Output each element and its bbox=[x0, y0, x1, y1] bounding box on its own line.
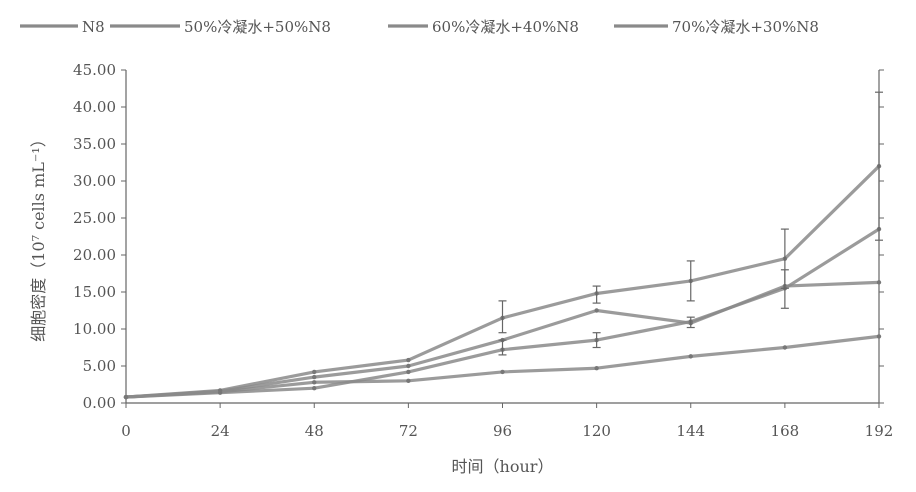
data-point bbox=[312, 369, 317, 375]
data-point bbox=[312, 380, 317, 385]
x-tick-label: 192 bbox=[865, 422, 894, 440]
legend-item: 50%冷凝水+50%N8 bbox=[110, 18, 331, 36]
data-point bbox=[876, 280, 882, 285]
data-point bbox=[312, 374, 317, 380]
error-bar bbox=[686, 260, 695, 302]
x-tick-label: 96 bbox=[493, 422, 512, 440]
x-tick-label: 168 bbox=[771, 422, 800, 440]
legend: N8 50%冷凝水+50%N8 60%冷凝水+40%N8 70%冷凝水+30%N8 bbox=[20, 18, 819, 36]
data-point bbox=[312, 386, 317, 391]
data-point bbox=[217, 388, 223, 393]
x-tick-label: 24 bbox=[211, 422, 230, 440]
error-bar bbox=[592, 332, 601, 349]
y-tick-label: 20.00 bbox=[73, 246, 116, 264]
y-tick-label: 10.00 bbox=[73, 320, 116, 338]
y-ticks: 0.00 5.00 10.00 15.00 20.00 25.00 30.00 35.00 40… bbox=[73, 61, 884, 412]
x-tick-label: 144 bbox=[676, 422, 705, 440]
x-tick-label: 120 bbox=[582, 422, 611, 440]
data-point bbox=[876, 334, 882, 339]
legend-item: 70%冷凝水+30%N8 bbox=[614, 18, 819, 36]
data-point bbox=[594, 366, 599, 371]
error-bar bbox=[498, 339, 507, 356]
data-point bbox=[406, 378, 411, 383]
x-tick-label: 48 bbox=[305, 422, 324, 440]
error-bar bbox=[498, 300, 507, 334]
legend-label: 60%冷凝水+40%N8 bbox=[432, 18, 579, 36]
x-ticks: 0 24 48 72 96 120 144 168 192 bbox=[121, 403, 893, 440]
y-tick-label: 30.00 bbox=[73, 172, 116, 190]
error-bar bbox=[875, 91, 883, 241]
y-tick-label: 45.00 bbox=[73, 61, 116, 79]
data-point bbox=[688, 354, 693, 359]
legend-item: N8 bbox=[20, 18, 105, 36]
error-bars bbox=[498, 91, 883, 356]
legend-label: 70%冷凝水+30%N8 bbox=[672, 18, 819, 36]
legend-label: 50%冷凝水+50%N8 bbox=[184, 18, 331, 36]
legend-label: N8 bbox=[82, 18, 105, 36]
data-point bbox=[123, 394, 129, 400]
data-point bbox=[406, 369, 411, 375]
x-tick-label: 72 bbox=[399, 422, 418, 440]
error-bar bbox=[592, 285, 601, 304]
error-bar bbox=[686, 316, 695, 329]
data-point bbox=[406, 363, 411, 369]
y-tick-label: 5.00 bbox=[83, 357, 116, 375]
y-axis-label: 细胞密度（10⁷ cells mL⁻¹） bbox=[29, 131, 48, 341]
y-tick-label: 15.00 bbox=[73, 283, 116, 301]
data-point bbox=[782, 345, 788, 350]
y-tick-label: 35.00 bbox=[73, 135, 116, 153]
y-tick-label: 25.00 bbox=[73, 209, 116, 227]
series-line-4 bbox=[124, 164, 881, 399]
x-tick-label: 0 bbox=[121, 422, 131, 440]
error-bar bbox=[780, 269, 789, 309]
series-lines bbox=[123, 164, 882, 400]
y-tick-label: 40.00 bbox=[73, 98, 116, 116]
legend-item: 60%冷凝水+40%N8 bbox=[388, 18, 579, 36]
data-point bbox=[594, 308, 599, 313]
data-point bbox=[406, 357, 411, 363]
x-axis-label: 时间（hour） bbox=[452, 457, 554, 476]
y-tick-label: 0.00 bbox=[83, 394, 116, 412]
data-point bbox=[500, 369, 505, 375]
